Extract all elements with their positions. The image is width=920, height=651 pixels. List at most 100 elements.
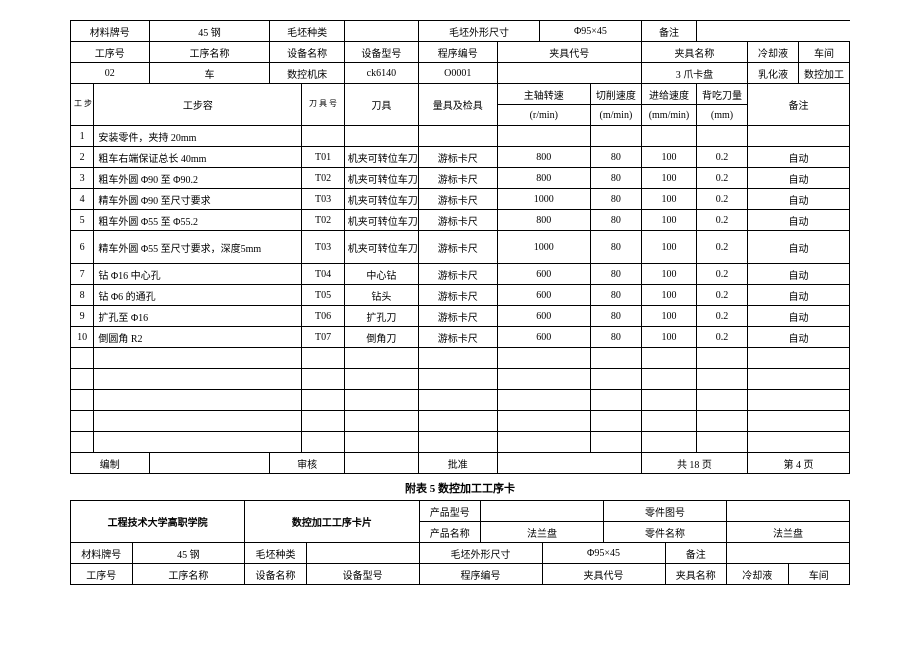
b-remark-value [727,543,850,564]
step-content: 扩孔至 Φ16 [94,306,302,327]
bottom-table: 工程技术大学高职学院 数控加工工序卡片 产品型号 零件图号 产品名称 法兰盘 零… [70,500,850,585]
step-spindle: 1000 [497,231,590,264]
col-spindle-unit: (r/min) [497,105,590,126]
step-spindle: 600 [497,306,590,327]
footer-approve-label: 批准 [419,453,498,474]
blank-type-value [344,21,418,42]
step-tool-no [302,126,344,147]
b-fixture-code-label: 夹具代号 [542,564,665,585]
fixture-code-value [497,63,641,84]
step-remark: 自动 [748,189,850,210]
table-row [71,411,850,432]
table-row: 10倒圆角 R2T07倒角刀游标卡尺600801000.2自动 [71,327,850,348]
step-gauge [419,126,498,147]
step-remark: 自动 [748,306,850,327]
fixture-code-label: 夹具代号 [497,42,641,63]
blank-size-value: Φ95×45 [540,21,642,42]
step-cut: 80 [590,327,641,348]
equip-name-value: 数控机床 [270,63,344,84]
step-remark: 自动 [748,285,850,306]
step-remark [748,126,850,147]
proc-no-value: 02 [71,63,150,84]
step-tool: 倒角刀 [344,327,418,348]
step-depth: 0.2 [697,264,748,285]
step-remark: 自动 [748,327,850,348]
fixture-name-value: 3 爪卡盘 [641,63,747,84]
col-step-content: 工步容 [94,84,302,126]
proc-name-value: 车 [149,63,270,84]
prod-name-value: 法兰盘 [481,522,604,543]
b-material-value: 45 钢 [132,543,245,564]
school: 工程技术大学高职学院 [71,501,245,543]
col-depth-unit: (mm) [697,105,748,126]
step-tool-no: T01 [302,147,344,168]
step-gauge: 游标卡尺 [419,147,498,168]
step-cut: 80 [590,231,641,264]
part-draw-value [727,501,850,522]
footer-compile-label: 编制 [71,453,150,474]
remark-label: 备注 [641,21,696,42]
step-remark: 自动 [748,147,850,168]
step-tool: 钻头 [344,285,418,306]
top-table: 材料牌号 45 钢 毛坯种类 毛坯外形尺寸 Φ95×45 备注 工序号 工序名称… [70,20,850,474]
step-spindle: 800 [497,210,590,231]
program-no-value: O0001 [419,63,498,84]
part-draw-label: 零件图号 [604,501,727,522]
step-cut: 80 [590,147,641,168]
step-gauge: 游标卡尺 [419,306,498,327]
col-step-no: 工 步 号 [71,84,94,126]
step-tool-no: T06 [302,306,344,327]
step-content: 倒圆角 R2 [94,327,302,348]
col-spindle: 主轴转速 [497,84,590,105]
program-no-label: 程序编号 [419,42,498,63]
prod-name-label: 产品名称 [419,522,481,543]
step-no: 8 [71,285,94,306]
blank-type-label: 毛坯种类 [270,21,344,42]
step-cut: 80 [590,285,641,306]
step-cut: 80 [590,189,641,210]
fixture-name-label: 夹具名称 [641,42,747,63]
step-remark: 自动 [748,231,850,264]
step-tool: 中心钻 [344,264,418,285]
step-cut [590,126,641,147]
step-gauge: 游标卡尺 [419,168,498,189]
prod-model-label: 产品型号 [419,501,481,522]
equip-model-value: ck6140 [344,63,418,84]
material-value: 45 钢 [149,21,270,42]
col-tool-no: 刀 具 号 [302,84,344,126]
b-blank-type-label: 毛坯种类 [245,543,307,564]
col-tool: 刀具 [344,84,418,126]
step-no: 5 [71,210,94,231]
step-tool-no: T07 [302,327,344,348]
step-cut: 80 [590,210,641,231]
table-row: 2粗车右端保证总长 40mmT01机夹可转位车刀游标卡尺800801000.2自… [71,147,850,168]
table-caption: 附表 5 数控加工工序卡 [70,480,850,496]
b-workshop-label: 车间 [788,564,850,585]
step-tool: 机夹可转位车刀 [344,210,418,231]
col-feed-unit: (mm/min) [641,105,696,126]
step-tool: 机夹可转位车刀 [344,147,418,168]
b-blank-type-value [306,543,419,564]
table-row: 5粗车外圆 Φ55 至 Φ55.2T02机夹可转位车刀游标卡尺800801000… [71,210,850,231]
b-equip-name-label: 设备名称 [245,564,307,585]
table-row: 7钻 Φ16 中心孔T04中心钻游标卡尺600801000.2自动 [71,264,850,285]
table-row: 6精车外圆 Φ55 至尺寸要求，深度5mmT03机夹可转位车刀游标卡尺10008… [71,231,850,264]
b-coolant-label: 冷却液 [727,564,789,585]
step-no: 2 [71,147,94,168]
equip-model-label: 设备型号 [344,42,418,63]
step-feed: 100 [641,264,696,285]
process-card: 材料牌号 45 钢 毛坯种类 毛坯外形尺寸 Φ95×45 备注 工序号 工序名称… [70,20,850,585]
b-remark-label: 备注 [665,543,727,564]
b-proc-name-label: 工序名称 [132,564,245,585]
table-row [71,390,850,411]
equip-name-label: 设备名称 [270,42,344,63]
table-row: 1安装零件，夹持 20mm [71,126,850,147]
step-gauge: 游标卡尺 [419,189,498,210]
step-depth: 0.2 [697,147,748,168]
step-no: 3 [71,168,94,189]
table-row: 3粗车外圆 Φ90 至 Φ90.2T02机夹可转位车刀游标卡尺800801000… [71,168,850,189]
step-spindle: 800 [497,168,590,189]
step-tool: 机夹可转位车刀 [344,168,418,189]
step-depth: 0.2 [697,327,748,348]
step-feed: 100 [641,306,696,327]
